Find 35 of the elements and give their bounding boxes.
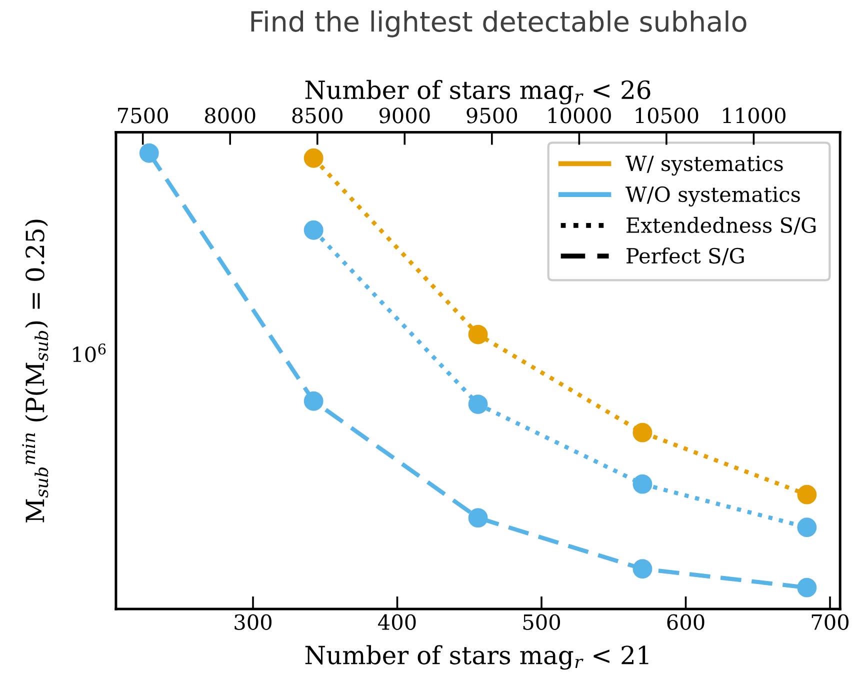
point	[468, 324, 488, 344]
x-tick-label: 600	[667, 614, 704, 630]
x2-tick-label: 10000	[548, 108, 611, 124]
chart-title: Find the lightest detectable subhalo	[251, 10, 746, 38]
x2-tick-label: 7500	[118, 108, 168, 124]
point	[304, 148, 324, 168]
y-axis-title: M$_{sub}$$^{min}$ (P(M$_{sub}$) = 0.25)	[22, 220, 48, 522]
x-tick-label: 400	[378, 614, 416, 630]
x2-tick-label: 9000	[379, 108, 430, 124]
legend-label: Extendedness S/G	[626, 216, 816, 235]
x2-axis-title: Number of stars mag$_{r}$ < 26	[305, 80, 650, 104]
x2-tick-label: 11000	[723, 108, 786, 124]
x-tick-label: 700	[812, 614, 849, 630]
x2-tick-label: 9500	[466, 108, 518, 124]
point	[304, 220, 324, 240]
point	[797, 518, 817, 538]
legend-label: W/O systematics	[626, 186, 800, 206]
point	[632, 422, 652, 442]
x-axis-title: Number of stars mag$_{r}$ < 21	[305, 645, 648, 670]
x2-tick-label: 10500	[636, 108, 698, 124]
legend-label: Perfect S/G	[626, 247, 744, 266]
point	[797, 484, 817, 504]
point	[304, 391, 324, 411]
point	[632, 559, 652, 579]
x-tick-label: 300	[234, 614, 272, 630]
legend-label: W/ systematics	[626, 156, 783, 176]
point	[139, 143, 159, 163]
x2-tick-label: 8000	[204, 108, 256, 124]
point	[468, 394, 488, 414]
x2-tick-label: 8500	[292, 108, 342, 124]
x-tick-label: 500	[523, 614, 560, 630]
point	[468, 508, 488, 528]
point	[797, 578, 817, 598]
text: 10$^{6}$	[73, 344, 106, 362]
point	[632, 474, 652, 494]
